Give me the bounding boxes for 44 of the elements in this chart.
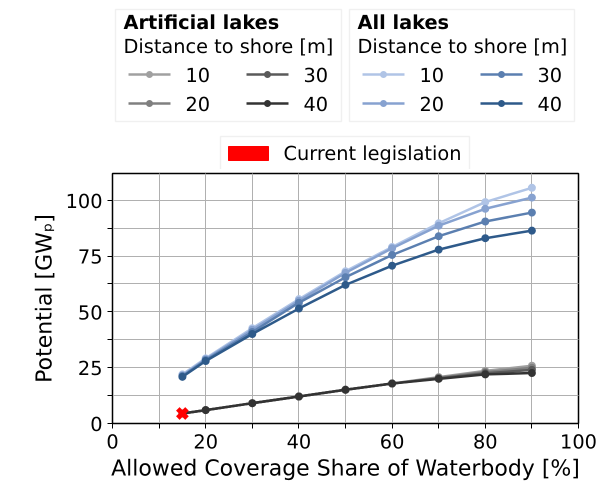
point <box>294 304 303 313</box>
legend-label: 30 <box>304 64 328 87</box>
point <box>528 226 536 235</box>
point <box>528 208 536 217</box>
point <box>175 406 190 421</box>
point <box>342 280 350 289</box>
y-tick-label: 75 <box>78 246 103 269</box>
x-tick-label: 20 <box>193 430 218 454</box>
legend-label: 30 <box>538 64 562 87</box>
point <box>342 273 350 282</box>
point <box>528 194 536 202</box>
x-tick-label: 60 <box>380 430 404 454</box>
point <box>481 198 490 206</box>
point <box>481 218 490 226</box>
point <box>481 204 490 213</box>
y-tick-label: 100 <box>66 190 103 213</box>
legend-label: 40 <box>304 93 328 116</box>
legend-label: 20 <box>186 93 210 116</box>
point <box>528 184 536 192</box>
point <box>388 250 396 259</box>
y-tick-label: 0 <box>90 413 103 436</box>
legend-label: Current legislation <box>284 142 462 165</box>
legend-label: 10 <box>186 64 210 87</box>
y-axis-title: Potential [GWₚ] <box>32 214 58 383</box>
x-tick-label: 0 <box>106 430 119 454</box>
legend-label: 10 <box>420 64 444 87</box>
x-tick-label: 100 <box>560 430 597 454</box>
legend-label: 40 <box>538 93 562 116</box>
x-tick-label: 40 <box>286 430 312 454</box>
point <box>528 369 536 378</box>
point <box>434 222 443 230</box>
y-tick-label: 25 <box>78 357 103 380</box>
point <box>481 234 490 242</box>
text: Distance to shore [m] <box>358 35 568 58</box>
point <box>434 232 443 240</box>
text: Artificial lakes <box>124 11 280 34</box>
legend-label: 20 <box>420 93 444 116</box>
text: All lakes <box>358 11 450 34</box>
x-tick-label: 80 <box>473 430 498 454</box>
point <box>434 246 443 254</box>
x-axis-title: Allowed Coverage Share of Waterbody [%] <box>111 456 580 482</box>
y-tick-label: 50 <box>78 301 103 324</box>
point <box>388 262 396 270</box>
legend-title: Distance to shore [m] <box>124 35 334 58</box>
